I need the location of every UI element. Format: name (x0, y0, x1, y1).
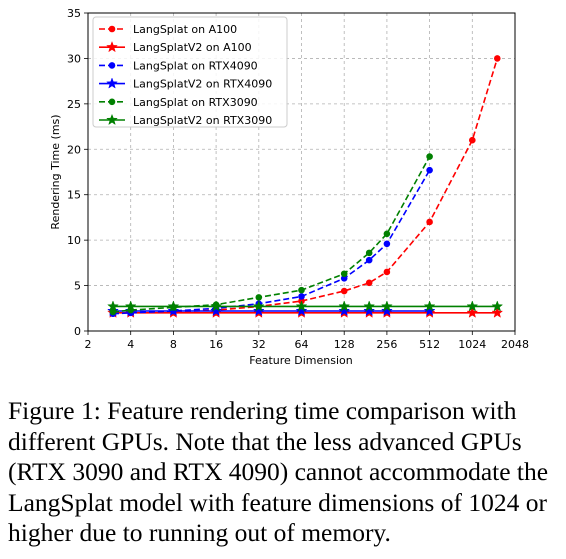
data-point (295, 300, 308, 312)
data-point (466, 300, 479, 312)
x-tick-label: 256 (376, 338, 397, 351)
data-point (338, 300, 351, 312)
x-tick-label: 32 (252, 338, 266, 351)
y-tick-label: 10 (67, 234, 81, 247)
data-point (423, 300, 436, 312)
x-tick-label: 1024 (458, 338, 486, 351)
y-tick-label: 15 (67, 189, 81, 202)
legend-swatch-marker (108, 98, 116, 106)
data-point (426, 166, 433, 174)
x-tick-label: 512 (419, 338, 440, 351)
legend-swatch-marker (106, 113, 118, 126)
legend-label: LangSplatV2 on RTX4090 (133, 78, 272, 91)
y-axis-label: Rendering Time (ms) (49, 114, 62, 229)
data-point (210, 300, 223, 312)
data-point (107, 300, 119, 312)
data-point (365, 256, 373, 264)
data-point (365, 249, 373, 257)
data-point (383, 240, 391, 248)
y-tick-label: 0 (74, 325, 81, 338)
data-point (124, 300, 137, 312)
legend-item: LangSplat on RTX4090 (99, 59, 258, 72)
x-tick-label: 4 (127, 338, 134, 351)
y-tick-label: 20 (67, 143, 81, 156)
x-tick-label: 16 (209, 338, 223, 351)
x-tick-label: 2048 (501, 338, 529, 351)
x-tick-label: 64 (295, 338, 309, 351)
legend-swatch-marker (108, 62, 116, 69)
legend-item: LangSplatV2 on RTX4090 (99, 77, 272, 91)
x-axis-label: Feature Dimension (249, 354, 353, 367)
data-point (252, 300, 265, 312)
data-point (338, 304, 351, 317)
legend-swatch-marker (106, 40, 118, 53)
data-point (109, 308, 117, 316)
data-point (210, 304, 223, 317)
series-3 (107, 304, 436, 317)
legend-label: LangSplatV2 on RTX3090 (133, 114, 272, 127)
y-tick-label: 30 (67, 52, 81, 65)
series-4 (109, 153, 433, 316)
legend-swatch-marker (108, 25, 116, 33)
data-point (380, 300, 393, 312)
legend: LangSplat on A100 LangSplatV2 on A100 Lang… (92, 16, 288, 128)
legend-item: LangSplatV2 on RTX3090 (99, 113, 272, 127)
legend-item: LangSplat on A100 (99, 23, 237, 36)
data-point (252, 304, 265, 317)
data-point (365, 279, 373, 287)
data-point (255, 294, 263, 301)
data-point (363, 300, 376, 312)
series-line (112, 156, 431, 313)
legend-box (92, 16, 288, 128)
data-point (491, 306, 504, 318)
data-point (426, 153, 433, 160)
data-point (383, 268, 391, 276)
axis-ticks: 2 4 8 16 32 64 128 256 512 1024 2048 0 5 10 15 20 25 30 35 (67, 7, 529, 351)
data-point (340, 270, 348, 278)
x-tick-label: 2 (85, 338, 92, 351)
legend-item: LangSplat on RTX3090 (99, 96, 258, 109)
legend-label: LangSplat on RTX3090 (133, 96, 258, 109)
legend-label: LangSplat on RTX4090 (133, 59, 258, 72)
data-point (363, 304, 376, 317)
data-point (340, 287, 348, 295)
data-point (423, 304, 436, 317)
data-point (426, 218, 433, 226)
data-point (167, 300, 180, 312)
y-tick-label: 5 (74, 280, 81, 293)
x-tick-label: 128 (334, 338, 355, 351)
legend-label: LangSplat on A100 (133, 23, 237, 36)
series-2 (109, 166, 433, 318)
data-point (469, 136, 476, 144)
data-point (380, 304, 393, 317)
figure-caption: Figure 1: Feature rendering time compari… (8, 396, 549, 547)
legend-label: LangSplatV2 on A100 (133, 41, 252, 54)
legend-item: LangSplatV2 on A100 (99, 40, 252, 54)
data-point (298, 293, 305, 300)
series-layer (107, 55, 504, 318)
data-point (340, 275, 348, 282)
series-line (112, 58, 499, 314)
data-point (383, 230, 391, 238)
y-tick-label: 25 (67, 98, 81, 111)
y-tick-label: 35 (67, 7, 81, 20)
legend-swatch-marker (106, 77, 118, 89)
series-1 (107, 306, 504, 318)
series-line (112, 169, 431, 315)
data-point (493, 55, 501, 62)
x-tick-label: 8 (170, 338, 177, 351)
data-point (295, 304, 308, 317)
data-point (491, 300, 504, 312)
data-point (298, 286, 305, 294)
data-point (466, 306, 479, 318)
series-5 (107, 300, 504, 312)
line-chart: 2 4 8 16 32 64 128 256 512 1024 2048 0 5 10 15 20 25 30 35… (49, 7, 529, 367)
